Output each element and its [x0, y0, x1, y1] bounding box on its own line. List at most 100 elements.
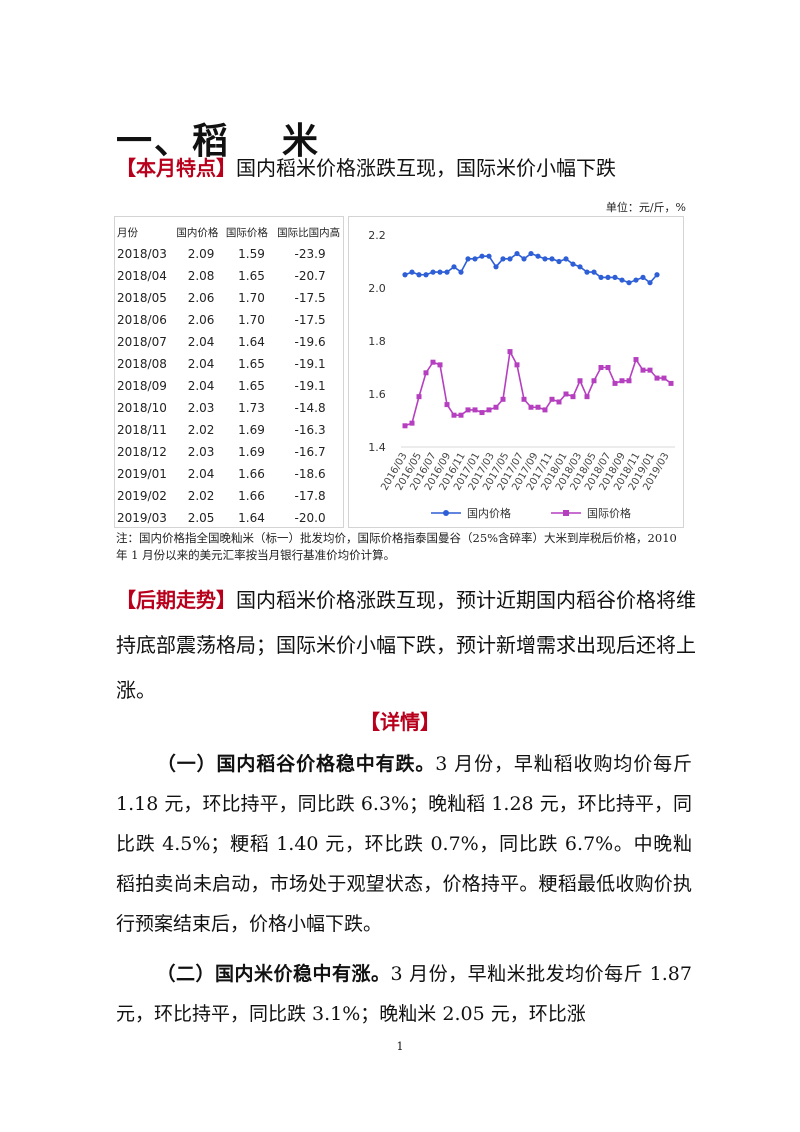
data-point — [626, 280, 632, 286]
data-point — [458, 412, 464, 418]
data-point — [556, 258, 562, 265]
table-row: 2019/03 2.05 1.64 -20.0 — [117, 507, 343, 529]
cell-domestic: 2.06 — [187, 291, 215, 305]
cell-domestic: 2.03 — [187, 445, 215, 459]
data-point — [549, 396, 555, 402]
cell-domestic: 2.04 — [187, 357, 215, 371]
cell-difference: -19.1 — [294, 379, 326, 393]
cell-month: 2018/05 — [117, 291, 167, 305]
data-point — [465, 407, 471, 413]
paragraph-rice: （二）国内米价稳中有涨。3 月份，早籼米批发均价每斤 1.87 元，环比持平，同… — [116, 954, 692, 1034]
table-row: 2018/06 2.06 1.70 -17.5 — [117, 309, 343, 331]
series-line — [404, 349, 672, 427]
data-point — [661, 375, 667, 381]
cell-international: 1.69 — [238, 445, 265, 459]
cell-international: 1.59 — [238, 247, 265, 261]
data-point — [479, 253, 485, 259]
price-chart: 1.4 1.6 1.8 2.0 2.2 2016/03 2016/05 2016/07 2016… — [348, 216, 684, 528]
data-point — [458, 269, 464, 275]
cell-difference: -23.9 — [294, 247, 326, 261]
data-point — [465, 256, 471, 262]
legend-marker — [563, 510, 569, 516]
cell-difference: -14.8 — [294, 401, 326, 415]
cell-month: 2018/04 — [117, 269, 167, 283]
data-point — [584, 269, 590, 275]
data-point — [451, 264, 457, 270]
cell-difference: -18.6 — [294, 467, 326, 481]
detail-heading: 【详情】 — [360, 710, 440, 734]
data-point — [619, 277, 625, 283]
data-point — [556, 399, 562, 405]
data-point — [605, 274, 611, 280]
cell-international: 1.66 — [238, 467, 265, 481]
data-point — [472, 256, 478, 262]
table-row: 2018/09 2.04 1.65 -19.1 — [117, 375, 343, 397]
cell-international: 1.73 — [238, 401, 265, 415]
cell-difference: -16.7 — [294, 445, 326, 459]
cell-difference: -19.6 — [294, 335, 326, 349]
data-point — [640, 274, 646, 280]
y-tick-label: 1.4 — [368, 441, 386, 454]
data-point — [521, 256, 527, 262]
cell-international: 1.65 — [238, 379, 265, 393]
data-point — [598, 365, 604, 370]
data-point — [444, 402, 450, 408]
cell-domestic: 2.04 — [187, 467, 215, 481]
feature-text: 国内稻米价格涨跌互现，国际米价小幅下跌 — [236, 156, 616, 180]
data-point — [668, 380, 674, 386]
data-point — [647, 367, 653, 373]
cell-domestic: 2.03 — [187, 401, 215, 415]
cell-international: 1.65 — [238, 357, 265, 371]
data-point — [493, 264, 499, 270]
table-row: 2019/02 2.02 1.66 -17.8 — [117, 485, 343, 507]
data-point — [577, 378, 583, 384]
data-point — [563, 256, 569, 262]
y-tick-label: 1.8 — [368, 335, 386, 348]
data-point — [528, 250, 534, 257]
y-tick-label: 2.0 — [368, 282, 386, 295]
cell-domestic: 2.08 — [187, 269, 215, 283]
paragraph-paddy-text: 3 月份，早籼稻收购均价每斤 1.18 元，环比持平，同比跌 6.3%；晚籼稻 … — [116, 753, 692, 935]
cell-month: 2018/10 — [117, 401, 167, 415]
data-point — [633, 357, 639, 363]
data-point — [549, 256, 555, 262]
data-point — [444, 269, 450, 275]
data-point — [626, 378, 632, 384]
data-point — [542, 256, 548, 262]
data-point — [591, 269, 597, 275]
data-point — [493, 404, 499, 410]
data-point — [514, 362, 520, 368]
cell-international: 1.70 — [238, 291, 265, 305]
cell-month: 2018/08 — [117, 357, 167, 371]
data-point — [535, 253, 541, 259]
data-point — [486, 407, 492, 413]
data-point — [486, 253, 492, 259]
section-title: 一、稻 米 — [116, 112, 320, 164]
cell-domestic: 2.09 — [187, 247, 215, 261]
header-domestic: 国内价格 — [176, 226, 219, 239]
cell-difference: -17.5 — [294, 313, 326, 327]
feature-tag: 【本月特点】 — [116, 156, 236, 180]
table-row: 2018/10 2.03 1.73 -14.8 — [117, 397, 343, 419]
monthly-feature: 【本月特点】国内稻米价格涨跌互现，国际米价小幅下跌 — [116, 154, 616, 182]
table-row: 2018/04 2.08 1.65 -20.7 — [117, 265, 343, 287]
cell-month: 2018/09 — [117, 379, 167, 393]
data-point — [479, 410, 485, 416]
data-point — [416, 272, 422, 278]
title-prefix: 一、稻 — [116, 121, 231, 162]
data-point — [521, 396, 527, 402]
data-point — [563, 391, 569, 397]
data-point — [402, 423, 408, 429]
cell-domestic: 2.04 — [187, 379, 215, 393]
footnote: 注：国内价格指全国晚籼米（标一）批发均价，国际价格指泰国曼谷（25%含碎率）大米… — [116, 531, 677, 562]
data-point — [591, 378, 597, 384]
data-point — [605, 365, 611, 370]
cell-difference: -17.8 — [294, 489, 326, 503]
legend-marker — [443, 510, 449, 516]
data-point — [612, 274, 618, 280]
data-point — [507, 256, 513, 262]
y-tick-label: 2.2 — [368, 229, 386, 242]
cell-month: 2019/02 — [117, 489, 167, 503]
data-point — [507, 349, 513, 355]
